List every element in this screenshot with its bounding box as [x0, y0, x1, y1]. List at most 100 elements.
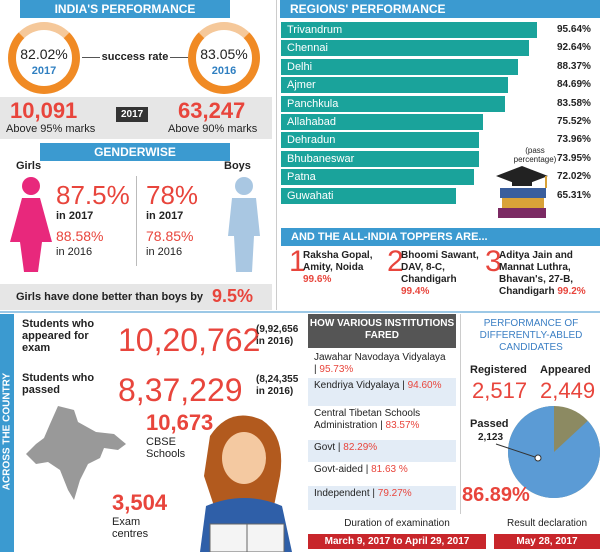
topper-rank: 1	[289, 245, 306, 278]
topper-item: 1 Raksha Gopal, Amity, Noida 99.6%	[289, 245, 381, 306]
boys-2016: 78.85%	[146, 228, 194, 244]
girl-icon	[10, 177, 52, 272]
side-bar: ACROSS THE COUNTRY	[0, 314, 14, 552]
institution-row: Kendriya Vidyalaya | 94.60%	[308, 378, 456, 406]
appeared-label: Students who appeared for exam	[22, 318, 95, 354]
region-bar: Trivandrum	[281, 22, 538, 38]
institution-value: 83.57%	[385, 420, 420, 431]
gender-note: Girls have done better than boys by	[16, 291, 204, 303]
rate-2017: 82.02%	[20, 46, 68, 62]
toppers-list: 1 Raksha Gopal, Amity, Noida 99.6% 2 Bhoomi…	[281, 245, 600, 306]
girls-label: Girls	[16, 160, 42, 172]
topper-text: Bhoomi Sawant, DAV, 8-C, Chandigarh	[401, 250, 479, 285]
region-value-label: 95.64%	[557, 24, 591, 35]
passed-value: 8,37,229	[118, 372, 243, 408]
region-value-label: 92.64%	[557, 42, 591, 54]
topper-score: 99.2%	[557, 286, 586, 297]
appeared-prev: (9,92,656 in 2016)	[256, 324, 299, 347]
topper-item: 2 Bhoomi Sawant, DAV, 8-C, Chandigarh 99.…	[387, 246, 479, 306]
passed-disabled-value: 2,123	[478, 432, 504, 443]
region-value-label: 75.52%	[557, 116, 591, 127]
region-bar: Dehradun	[281, 132, 480, 149]
year-2016: 2016	[211, 65, 237, 77]
centres-label: Exam centres	[112, 516, 149, 540]
girls-2016-label: in 2016	[56, 246, 93, 258]
appeared-value: 10,20,762	[118, 322, 261, 358]
institutions-title: HOW VARIOUS INSTITUTIONS FARED	[308, 314, 456, 348]
marks-panel: 10,091 Above 95% marks 2017 63,247 Above…	[0, 97, 272, 139]
region-label: Trivandrum	[287, 24, 343, 36]
year-2017: 2017	[31, 65, 57, 77]
topper-score: 99.6%	[303, 274, 332, 285]
institution-name: Govt-aided |	[314, 464, 372, 475]
region-value-label: 73.96%	[557, 134, 591, 146]
topper-item: 3 Aditya Jain and Mannat Luthra, Bhavan's…	[485, 245, 597, 306]
institutions-list: Jawahar Navodaya Vidyalaya | 95.73% Kendr…	[308, 348, 456, 512]
connector-right	[170, 57, 188, 58]
topper-rank: 3	[485, 245, 502, 278]
institution-name: Jawahar Navodaya Vidyalaya |	[314, 352, 446, 375]
divider-horizontal	[0, 311, 600, 313]
institution-value: 94.60%	[407, 380, 442, 391]
disabled-title: PERFORMANCE OF DIFFERENTLY-ABLED CANDIDA…	[479, 318, 583, 353]
schools-label: CBSE Schools	[146, 436, 186, 460]
regions-title: REGIONS' PERFORMANCE	[280, 0, 600, 18]
above90-label: Above 90% marks	[168, 123, 258, 135]
registered-value: 2,517	[472, 378, 528, 403]
region-label: Dehradun	[287, 134, 336, 147]
passed-prev: (8,24,355 in 2016)	[256, 374, 299, 397]
graduation-books-icon	[496, 166, 548, 218]
institution-name: Kendriya Vidyalaya |	[314, 380, 408, 391]
region-bar: Bhubaneswar	[281, 150, 480, 167]
region-bar: Patna	[281, 169, 474, 186]
region-bar: Delhi	[281, 58, 518, 75]
regions-chart: Trivandrum 95.64% Chennai 92.64% Delhi 88.37%…	[281, 22, 600, 222]
mid-year-badge: 2017	[116, 107, 149, 122]
gender-note-value: 9.5%	[212, 286, 254, 306]
institution-row: Govt-aided | 81.63 %	[308, 462, 456, 486]
region-bar: Allahabad	[281, 114, 484, 130]
above95-value: 10,091	[10, 98, 78, 123]
centres-value: 3,504	[112, 490, 168, 515]
region-value-label: 83.58%	[557, 97, 591, 109]
institution-name: Govt |	[314, 442, 344, 453]
rate-2016: 83.05%	[200, 46, 248, 62]
region-label: Delhi	[287, 60, 313, 73]
pass-pie-chart	[495, 406, 600, 498]
duration-label: Duration of examination	[344, 518, 450, 529]
gender-title: GENDERWISE	[40, 143, 230, 161]
boy-icon	[228, 177, 260, 272]
toppers-title: AND THE ALL-INDIA TOPPERS ARE...	[281, 228, 600, 246]
region-value-label: 65.31%	[557, 189, 591, 201]
divider-bottom	[460, 314, 461, 514]
institution-row: Govt | 82.29%	[308, 440, 456, 462]
institution-row: Jawahar Navodaya Vidyalaya | 95.73%	[308, 350, 456, 378]
girls-2017: 87.5%	[56, 180, 130, 210]
student-writing-illustration	[200, 415, 292, 552]
gender-note-panel: Girls have done better than boys by 9.5%	[0, 284, 272, 310]
above90-value: 63,247	[178, 98, 246, 123]
schools-value: 10,673	[146, 410, 214, 435]
rate-label: success rate	[101, 51, 169, 63]
region-bar: Guwahati	[281, 187, 457, 204]
region-label: Guwahati	[287, 189, 334, 202]
pass-pct: 86.89%	[462, 484, 530, 506]
region-bar: Ajmer	[281, 77, 508, 94]
institution-value: 79.27%	[377, 488, 412, 499]
region-value-label: 73.95%	[557, 152, 591, 164]
registered-label: Registered	[470, 364, 527, 376]
pie-slice-passed	[508, 406, 600, 498]
passed-label: Students who passed	[22, 372, 95, 396]
appeared-disabled-value: 2,449	[540, 378, 596, 403]
boys-2017: 78%	[146, 180, 199, 210]
girls-2016: 88.58%	[56, 228, 104, 244]
side-label: ACROSS THE COUNTRY	[1, 372, 13, 491]
region-value-label: 84.69%	[557, 79, 591, 91]
institution-value: 95.73%	[319, 364, 354, 375]
topper-text: Aditya Jain and Mannat Luthra, Bhavan's,…	[499, 250, 574, 297]
appeared-disabled-label: Appeared	[540, 364, 591, 376]
region-label: Bhubaneswar	[287, 152, 355, 165]
region-value-label: 88.37%	[557, 60, 591, 72]
boys-label: Boys	[224, 160, 251, 172]
region-label: Patna	[287, 171, 316, 184]
